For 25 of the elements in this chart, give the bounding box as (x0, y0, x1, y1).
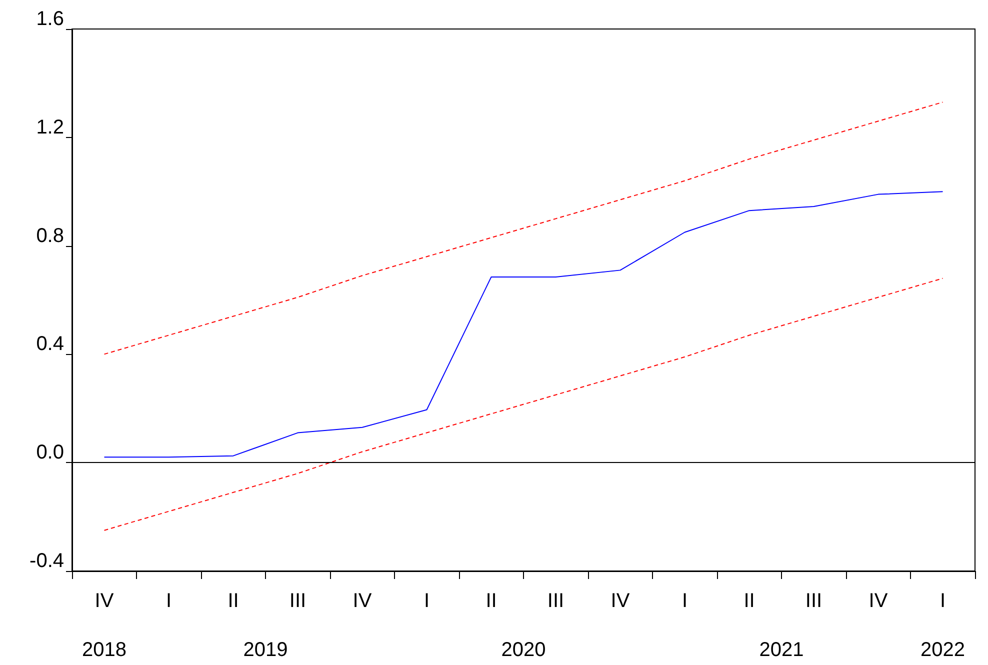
y-tick-label: 1.2 (36, 116, 64, 138)
x-tick-label: I (940, 590, 946, 612)
y-tick-label: 0.0 (36, 442, 64, 464)
y-tick-label: -0.4 (30, 550, 64, 572)
text: 2021 (759, 639, 804, 661)
x-tick-label: IV (610, 590, 630, 612)
text: 2018 (82, 639, 126, 661)
x-tick-label: I (424, 590, 430, 612)
x-tick-label: III (547, 590, 564, 612)
x-tick-label: IV (352, 590, 372, 612)
y-tick-label: 0.4 (36, 333, 64, 356)
x-tick-label: IV (94, 590, 114, 612)
text: 2022 (920, 639, 965, 661)
x-tick-label: II (486, 590, 497, 612)
x-tick-label: IV (868, 590, 888, 612)
x-tick-label: III (289, 590, 306, 612)
text: 2020 (501, 639, 546, 661)
y-tick-label: 1.6 (36, 8, 64, 30)
text: 2019 (243, 639, 288, 661)
x-tick-label: II (228, 590, 239, 612)
x-tick-label: I (166, 590, 172, 612)
y-tick-label: 0.8 (36, 224, 64, 247)
x-tick-label: III (805, 590, 822, 612)
x-tick-label: I (682, 590, 688, 612)
x-tick-label: II (744, 590, 755, 612)
